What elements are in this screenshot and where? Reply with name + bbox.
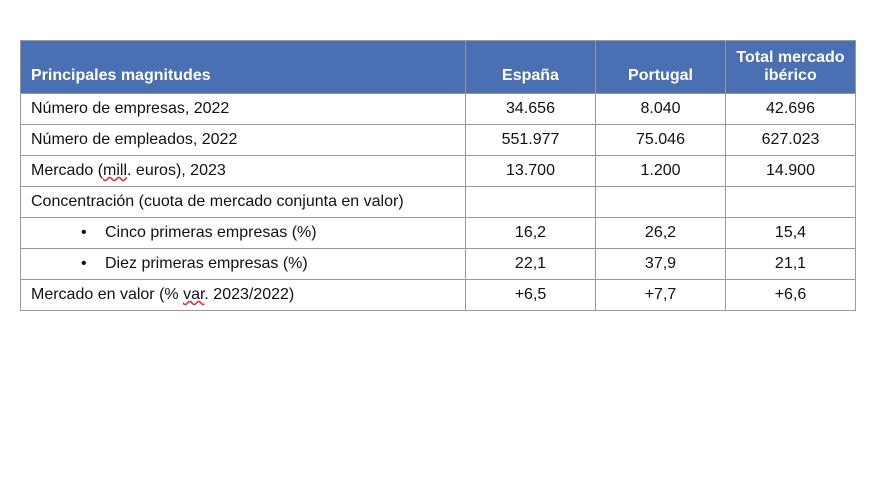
col-header-magnitudes: Principales magnitudes — [21, 41, 466, 94]
cell-total: 42.696 — [726, 94, 856, 125]
table-row: Cinco primeras empresas (%) 16,226,215,4 — [21, 218, 856, 249]
table-row: Diez primeras empresas (%) 22,137,921,1 — [21, 249, 856, 280]
label-text: Número de empleados, 2022 — [31, 131, 237, 148]
label-text: Diez primeras empresas (%) — [105, 255, 308, 272]
row-label: Número de empleados, 2022 — [21, 125, 466, 156]
magnitudes-table: Principales magnitudes España Portugal T… — [20, 40, 856, 311]
table-header-row: Principales magnitudes España Portugal T… — [21, 41, 856, 94]
cell-spain: 13.700 — [466, 156, 596, 187]
table-row: Número de empresas, 2022 34.6568.04042.69… — [21, 94, 856, 125]
cell-spain: 22,1 — [466, 249, 596, 280]
cell-portugal: +7,7 — [596, 280, 726, 311]
cell-portugal: 26,2 — [596, 218, 726, 249]
cell-portugal — [596, 187, 726, 218]
label-text: Concentración (cuota de mercado conjunta… — [31, 193, 404, 210]
label-text: Mercado ( — [31, 162, 103, 179]
bullet-icon — [81, 255, 105, 272]
label-suffix: . euros), 2023 — [127, 162, 226, 179]
row-label: Mercado en valor (% var. 2023/2022) — [21, 280, 466, 311]
cell-total — [726, 187, 856, 218]
cell-total: 627.023 — [726, 125, 856, 156]
row-label: Diez primeras empresas (%) — [21, 249, 466, 280]
cell-total: 14.900 — [726, 156, 856, 187]
cell-portugal: 8.040 — [596, 94, 726, 125]
cell-total: 15,4 — [726, 218, 856, 249]
cell-spain: 16,2 — [466, 218, 596, 249]
label-text: Mercado en valor (% — [31, 286, 183, 303]
cell-spain: +6,5 — [466, 280, 596, 311]
row-label: Cinco primeras empresas (%) — [21, 218, 466, 249]
col-header-spain: España — [466, 41, 596, 94]
spellcheck-mark: mill — [103, 162, 127, 179]
cell-spain: 34.656 — [466, 94, 596, 125]
table-row: Concentración (cuota de mercado conjunta… — [21, 187, 856, 218]
bullet-icon — [81, 224, 105, 241]
label-text: Cinco primeras empresas (%) — [105, 224, 317, 241]
col-header-portugal: Portugal — [596, 41, 726, 94]
table-row: Mercado en valor (% var. 2023/2022)+6,5+… — [21, 280, 856, 311]
cell-portugal: 75.046 — [596, 125, 726, 156]
row-label: Número de empresas, 2022 — [21, 94, 466, 125]
col-header-total: Total mercado ibérico — [726, 41, 856, 94]
table-row: Mercado (mill. euros), 202313.7001.20014… — [21, 156, 856, 187]
table-body: Número de empresas, 2022 34.6568.04042.69… — [21, 94, 856, 311]
label-suffix: . 2023/2022) — [204, 286, 294, 303]
spellcheck-mark: var — [183, 286, 204, 303]
table-row: Número de empleados, 2022 551.97775.04662… — [21, 125, 856, 156]
row-label: Mercado (mill. euros), 2023 — [21, 156, 466, 187]
cell-portugal: 37,9 — [596, 249, 726, 280]
cell-portugal: 1.200 — [596, 156, 726, 187]
cell-spain — [466, 187, 596, 218]
label-text: Número de empresas, 2022 — [31, 100, 229, 117]
cell-spain: 551.977 — [466, 125, 596, 156]
row-label: Concentración (cuota de mercado conjunta… — [21, 187, 466, 218]
cell-total: 21,1 — [726, 249, 856, 280]
cell-total: +6,6 — [726, 280, 856, 311]
